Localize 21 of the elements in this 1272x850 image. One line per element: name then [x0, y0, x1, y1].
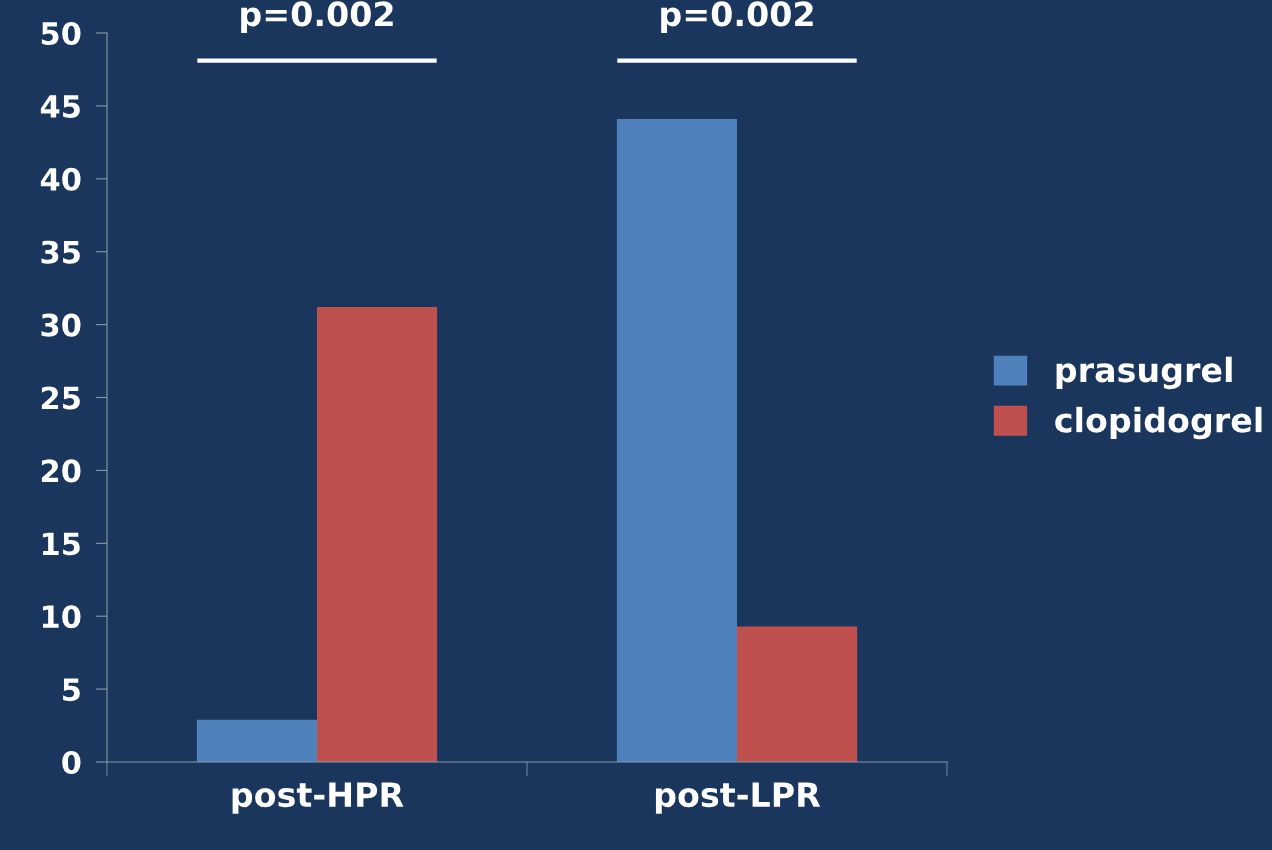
y-tick-label: 25: [41, 386, 80, 410]
legend-label: clopidogrel: [1055, 406, 1262, 440]
legend-label: prasugrel: [1056, 356, 1232, 390]
y-tick-label: 20: [41, 459, 81, 483]
y-tick-label: 5: [63, 678, 80, 702]
y-tick-label: 50: [41, 21, 81, 46]
bar: [737, 626, 858, 762]
bar: [317, 307, 438, 762]
x-tick-label: post-LPR: [655, 782, 821, 814]
y-tick-label: 15: [42, 532, 80, 556]
bar: [616, 119, 737, 762]
x-tick-label: post-HPR: [232, 782, 404, 814]
y-tick-label: 40: [40, 167, 81, 191]
y-tick-label: 10: [42, 605, 81, 629]
y-tick-label: 0: [62, 750, 81, 775]
y-tick-label: 30: [41, 313, 81, 337]
annotation: p=0.002: [241, 1, 393, 33]
bar: [196, 719, 317, 762]
y-tick-label: 45: [40, 95, 80, 118]
y-tick-label: 35: [41, 240, 80, 264]
annotation: p=0.002: [661, 1, 813, 33]
